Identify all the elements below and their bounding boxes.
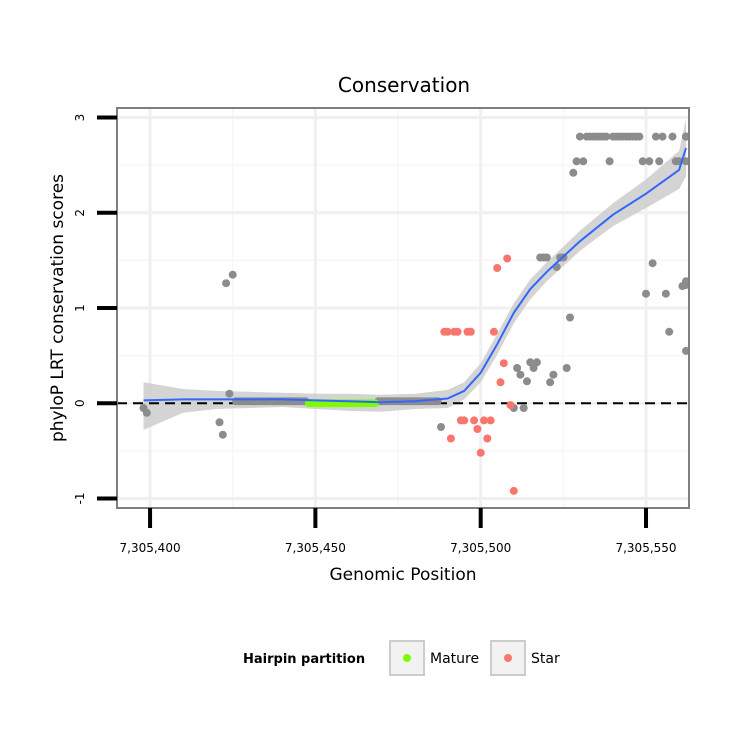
point-star <box>483 434 492 443</box>
chart-title: Conservation <box>338 73 470 97</box>
x-tick-label: 7,305,400 <box>120 541 181 555</box>
y-axis-title: phyloP LRT conservation scores <box>48 174 68 442</box>
point-star <box>446 434 455 443</box>
point-other <box>668 132 677 141</box>
y-tick-label: -1 <box>73 493 87 505</box>
point-star <box>486 416 495 425</box>
point-other <box>542 253 551 262</box>
point-other <box>569 168 578 177</box>
point-star <box>470 416 479 425</box>
point-other <box>658 132 667 141</box>
point-other <box>645 157 654 166</box>
legend-mature-marker <box>403 654 411 662</box>
point-other <box>638 157 647 166</box>
point-other <box>225 389 234 398</box>
point-other <box>519 404 528 412</box>
x-axis-ticks: 7,305,400 7,305,450 7,305,500 7,305,550 <box>120 508 677 555</box>
point-other <box>228 270 237 279</box>
point-other <box>651 132 660 141</box>
y-tick-label: 2 <box>73 209 87 217</box>
point-other <box>516 370 525 379</box>
point-star <box>466 327 475 336</box>
point-star <box>473 425 482 433</box>
point-other <box>142 408 151 417</box>
x-axis-title: Genomic Position <box>329 565 476 585</box>
point-star <box>460 416 469 425</box>
legend-star-marker <box>504 654 512 662</box>
point-star <box>489 327 498 336</box>
point-other <box>602 132 611 141</box>
legend-key-mature <box>389 640 425 676</box>
legend-label-mature: Mature <box>430 651 479 667</box>
legend: Hairpin partition Mature Star <box>243 640 560 676</box>
point-star <box>496 378 505 387</box>
legend-title: Hairpin partition <box>243 652 365 667</box>
point-other <box>532 358 541 367</box>
point-star <box>480 416 488 425</box>
point-other <box>665 327 674 336</box>
y-tick-label: 3 <box>73 114 87 122</box>
point-star <box>506 401 515 410</box>
point-other <box>218 430 227 439</box>
point-star <box>503 254 512 263</box>
point-other <box>546 378 555 387</box>
point-other <box>635 132 644 141</box>
point-other <box>566 313 574 322</box>
point-other <box>648 259 657 268</box>
point-other <box>513 364 522 372</box>
point-other <box>661 289 670 298</box>
point-other <box>579 157 588 166</box>
point-other <box>215 418 224 427</box>
smooth-curve <box>143 147 687 404</box>
y-tick-label: 1 <box>73 304 87 312</box>
point-other <box>549 370 558 379</box>
point-other <box>523 377 531 386</box>
point-other <box>655 157 664 166</box>
legend-label-star: Star <box>531 651 560 667</box>
x-tick-label: 7,305,450 <box>285 541 346 555</box>
point-star <box>509 486 518 495</box>
point-mature <box>370 399 379 408</box>
point-other <box>222 279 231 288</box>
point-star <box>493 264 502 272</box>
series-star <box>440 254 518 495</box>
y-tick-label: 0 <box>73 399 87 407</box>
point-other <box>575 132 584 141</box>
point-star <box>499 359 508 368</box>
point-other <box>572 157 581 166</box>
point-star <box>453 327 462 336</box>
point-other <box>437 423 445 431</box>
point-other <box>562 364 571 372</box>
point-other <box>605 157 614 166</box>
point-star <box>476 448 485 457</box>
x-tick-label: 7,305,550 <box>615 541 676 555</box>
point-star <box>443 327 452 336</box>
y-axis-ticks: -1 0 1 2 3 <box>73 114 117 505</box>
x-tick-label: 7,305,500 <box>450 541 511 555</box>
grid-lines <box>117 108 689 508</box>
smooth-line <box>143 147 687 404</box>
point-other <box>642 289 650 298</box>
